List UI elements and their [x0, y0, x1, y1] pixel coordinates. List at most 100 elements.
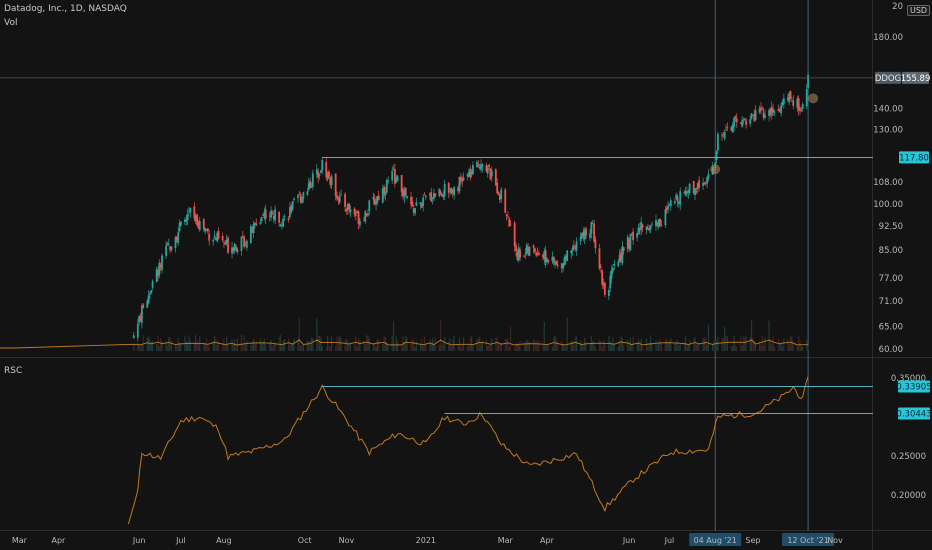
volume-bar	[707, 324, 710, 351]
volume-bar	[242, 343, 244, 351]
candle	[449, 187, 451, 196]
volume-bar	[340, 337, 342, 351]
volume-bar	[255, 341, 257, 351]
volume-bar	[147, 336, 150, 351]
candle	[462, 172, 465, 181]
time-axis: Mar Apr Jun Jul Aug Oct Nov 2021 Mar Apr Jun Jul 04 …	[12, 533, 843, 546]
volume-bar	[668, 340, 671, 351]
candle	[159, 262, 162, 271]
candle	[396, 174, 399, 182]
volume-bar	[621, 337, 623, 351]
candle	[241, 230, 244, 238]
candle	[431, 196, 434, 205]
currency-button[interactable]: USD	[907, 5, 931, 16]
candle	[301, 196, 303, 204]
candle	[278, 211, 281, 228]
rsc-tick-label: 0.20000	[891, 491, 926, 501]
candle	[459, 172, 462, 185]
volume-bar	[320, 336, 322, 351]
candle	[673, 198, 676, 205]
candle	[283, 214, 286, 221]
volume-bar	[141, 344, 143, 351]
candle	[640, 216, 643, 236]
candle	[692, 181, 695, 195]
candle	[476, 160, 478, 168]
volume-bar	[761, 335, 763, 351]
candle	[610, 265, 613, 284]
candle	[525, 242, 528, 256]
candle	[193, 202, 196, 222]
candle	[490, 166, 493, 182]
candle	[564, 253, 567, 265]
candle	[282, 215, 285, 228]
time-tick-label: Oct	[298, 536, 312, 545]
candle	[458, 176, 461, 194]
volume-bar	[189, 340, 191, 351]
candle	[442, 190, 445, 200]
volume-bar	[289, 344, 291, 351]
candle	[414, 207, 416, 216]
volume-bar	[329, 346, 331, 351]
candle	[274, 205, 277, 225]
volume-bar	[336, 335, 338, 351]
candle	[554, 258, 556, 269]
candle	[762, 107, 765, 121]
volume-bar	[348, 343, 350, 351]
volume-bar	[542, 343, 544, 351]
volume-bar	[306, 340, 309, 351]
candle	[801, 102, 804, 113]
candle	[581, 232, 583, 240]
time-tick-label: Nov	[339, 536, 355, 545]
volume-bar	[670, 338, 672, 351]
time-tick-label: 04 Aug '21	[694, 536, 737, 545]
candle	[566, 249, 569, 262]
candle	[262, 213, 264, 217]
volume-bar	[460, 346, 462, 351]
candle	[328, 169, 330, 179]
candle	[599, 263, 602, 273]
time-tick-label: Jun	[132, 536, 146, 545]
time-tick-label: Mar	[12, 536, 28, 545]
candle	[481, 163, 484, 173]
volume-bar	[562, 343, 564, 351]
candle	[656, 221, 659, 228]
volume-bar	[337, 337, 339, 351]
volume-bar	[254, 343, 256, 351]
candle	[551, 251, 554, 264]
volume-bar	[429, 339, 431, 351]
volume-bar	[152, 341, 154, 351]
volume-bar	[689, 339, 691, 351]
candle	[216, 230, 219, 243]
candle	[363, 216, 365, 222]
candle	[543, 247, 546, 265]
candle	[717, 131, 719, 154]
volume-bar	[290, 344, 292, 351]
candle	[365, 212, 368, 217]
price-tick-label: 92.50	[879, 222, 903, 232]
volume-bar	[438, 344, 440, 351]
volume-bar	[331, 336, 333, 351]
volume-bar	[405, 335, 407, 351]
volume-bar	[178, 342, 181, 351]
volume-bar	[697, 343, 699, 351]
volume-bar	[694, 337, 696, 351]
volume-bar	[265, 344, 267, 351]
volume-bar	[617, 346, 619, 351]
candle	[638, 222, 641, 236]
volume-bar	[376, 339, 378, 351]
candle	[760, 102, 762, 115]
volume-bar	[538, 341, 540, 351]
candle	[707, 169, 710, 182]
volume-bar	[592, 340, 594, 351]
rsc-indicator-label: RSC	[4, 366, 23, 376]
candle	[375, 196, 377, 210]
volume-bar	[497, 344, 500, 351]
volume-bar	[357, 337, 360, 351]
candle	[186, 208, 189, 226]
volume-bar	[413, 340, 415, 351]
candle	[684, 186, 687, 197]
volume-bar	[722, 338, 724, 351]
candle	[645, 226, 648, 235]
candle	[358, 217, 361, 229]
